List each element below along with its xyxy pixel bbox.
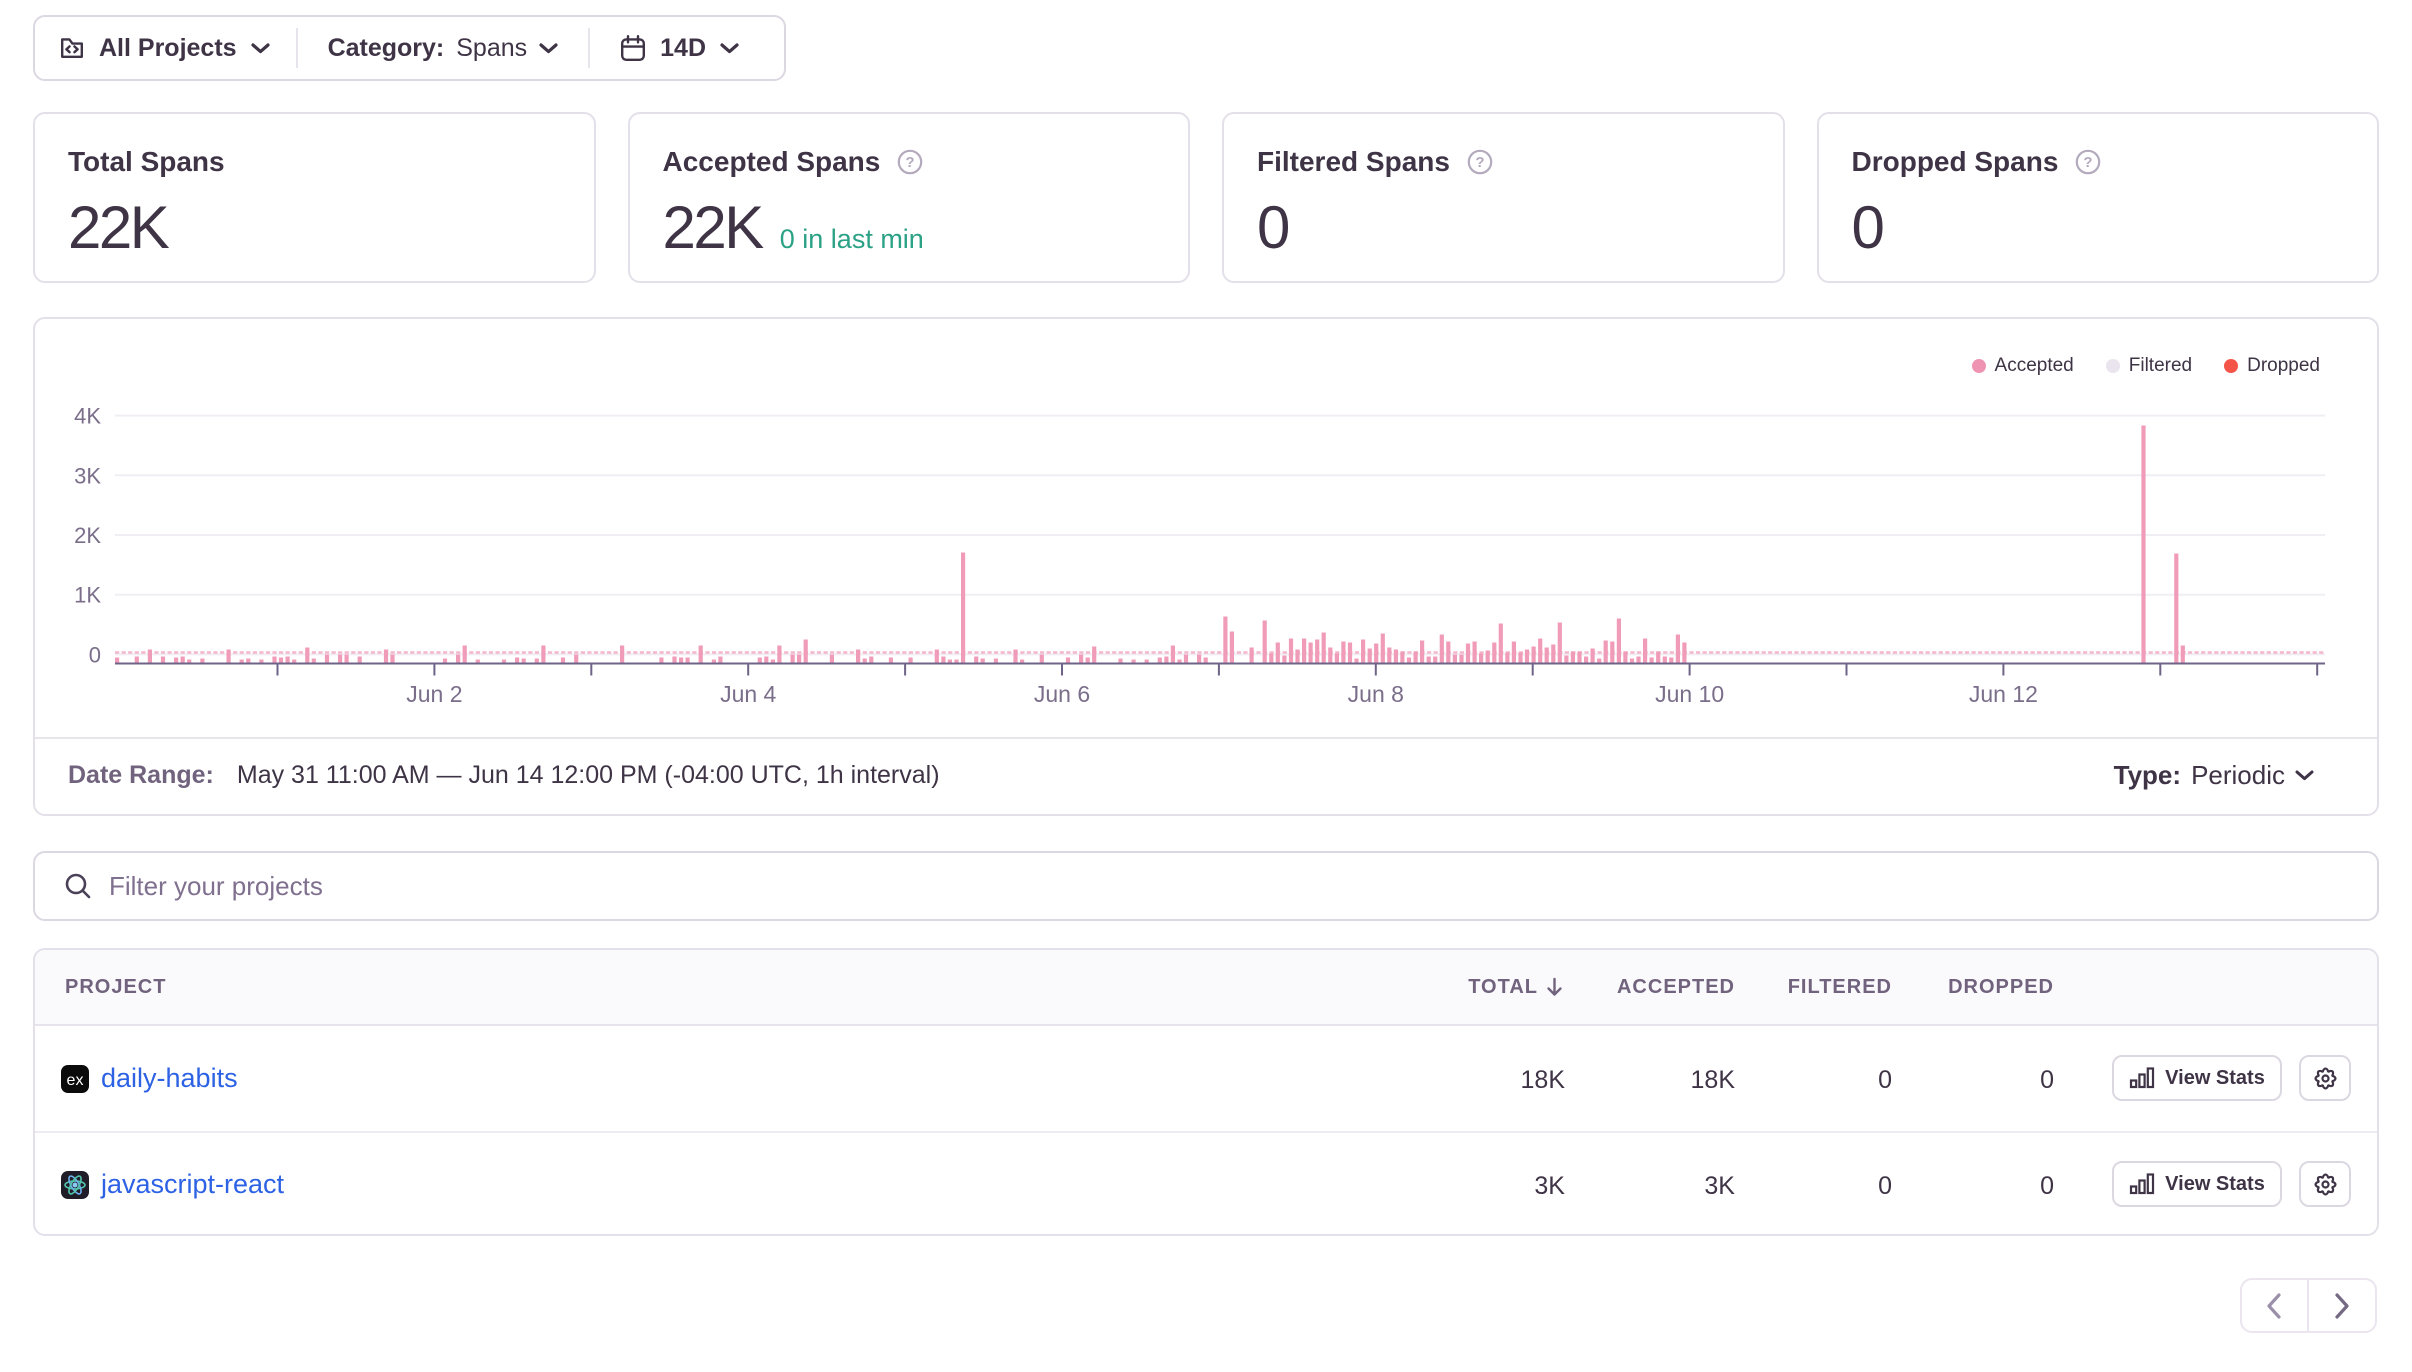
svg-text:Jun 10: Jun 10: [1655, 681, 1724, 707]
svg-text:1K: 1K: [74, 583, 101, 608]
svg-text:Jun 2: Jun 2: [406, 681, 462, 707]
svg-text:0: 0: [89, 642, 101, 667]
svg-text:?: ?: [2084, 154, 2093, 171]
svg-text:?: ?: [906, 154, 915, 171]
svg-text:4K: 4K: [74, 404, 101, 429]
svg-text:Jun 4: Jun 4: [720, 681, 776, 707]
svg-text:2K: 2K: [74, 523, 101, 548]
svg-text:Jun 12: Jun 12: [1969, 681, 2038, 707]
svg-text:3K: 3K: [74, 463, 101, 488]
svg-text:ex: ex: [67, 1072, 84, 1089]
svg-text:Jun 8: Jun 8: [1348, 681, 1404, 707]
svg-text:Jun 6: Jun 6: [1034, 681, 1090, 707]
svg-text:?: ?: [1475, 154, 1484, 171]
